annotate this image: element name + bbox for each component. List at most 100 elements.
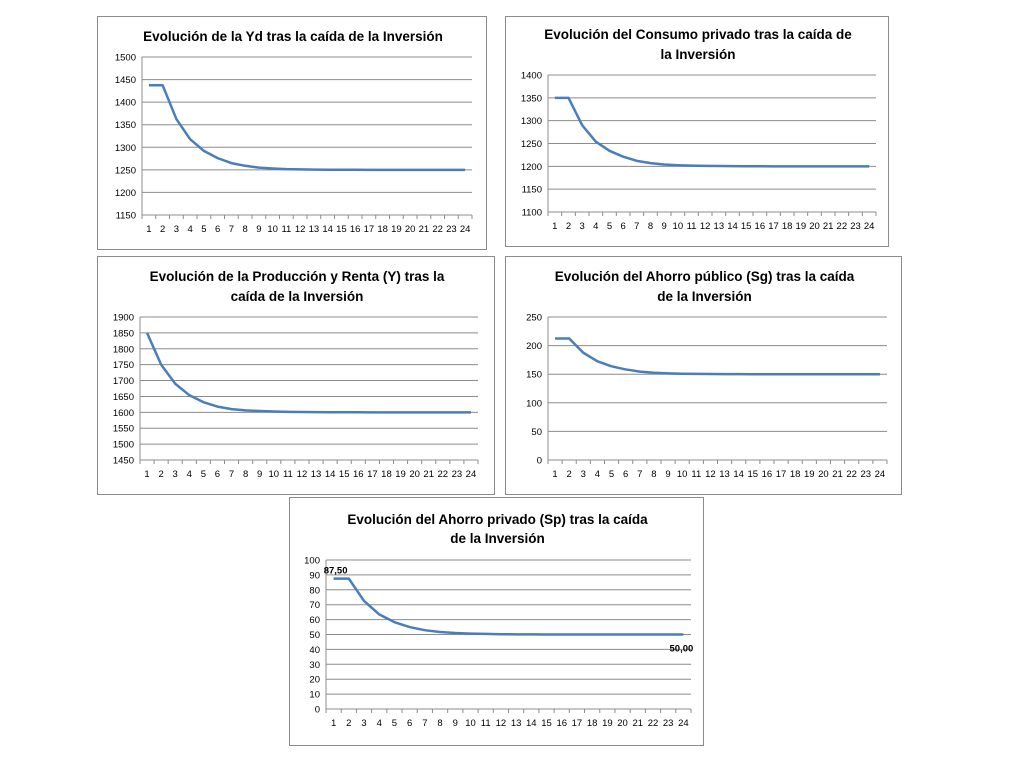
y-tick-label: 60	[309, 615, 320, 626]
x-tick-label: 19	[804, 469, 815, 480]
x-tick-label: 15	[741, 221, 752, 232]
x-tick-label: 9	[453, 718, 458, 729]
x-tick-label: 16	[755, 221, 766, 232]
y-tick-label: 1500	[113, 440, 134, 451]
x-tick-label: 3	[581, 469, 586, 480]
x-tick-label: 1	[552, 469, 557, 480]
y-tick-label: 1150	[116, 211, 136, 222]
y-tick-label: 50	[531, 427, 542, 438]
y-tick-label: 50	[309, 630, 320, 641]
y-tick-label: 80	[309, 585, 320, 596]
series-line	[145, 332, 471, 414]
x-tick-label: 3	[173, 469, 178, 480]
x-tick-label: 22	[438, 469, 449, 480]
x-tick-label: 17	[768, 221, 779, 232]
x-tick-label: 13	[719, 469, 730, 480]
x-tick-label: 12	[700, 221, 711, 232]
series-line	[333, 577, 684, 636]
y-tick-label: 1250	[521, 139, 542, 150]
x-tick-label: 10	[267, 224, 278, 235]
y-tick-label: 0	[537, 456, 542, 467]
x-tick-label: 23	[663, 718, 674, 729]
x-tick-label: 11	[481, 718, 491, 729]
x-tick-label: 16	[556, 718, 567, 729]
y-tick-label: 90	[309, 570, 320, 581]
x-tick-label: 11	[283, 469, 293, 480]
y-tick-label: 1300	[115, 143, 136, 154]
x-tick-label: 13	[309, 224, 320, 235]
y-tick-label: 1750	[113, 360, 134, 371]
x-tick-label: 13	[511, 718, 522, 729]
y-tick-label: 100	[304, 556, 320, 567]
y-tick-label: 1800	[113, 344, 134, 355]
x-tick-label: 21	[832, 469, 843, 480]
x-tick-label: 7	[229, 224, 234, 235]
x-tick-label: 24	[678, 718, 689, 729]
x-tick-label: 5	[392, 718, 397, 729]
x-tick-label: 22	[648, 718, 659, 729]
x-tick-label: 24	[466, 469, 477, 480]
y-tick-label: 1900	[113, 313, 134, 324]
y-tick-label: 250	[526, 313, 542, 324]
x-tick-label: 4	[187, 224, 192, 235]
x-tick-label: 6	[215, 224, 220, 235]
y-tick-label: 1550	[113, 424, 134, 435]
x-tick-label: 15	[339, 469, 350, 480]
x-tick-label: 4	[377, 718, 382, 729]
y-tick-label: 1350	[115, 120, 136, 131]
x-tick-label: 2	[158, 469, 163, 480]
x-tick-label: 10	[269, 469, 280, 480]
x-tick-label: 15	[336, 224, 347, 235]
x-tick-label: 5	[609, 469, 614, 480]
x-tick-label: 19	[796, 221, 807, 232]
series-line	[554, 96, 870, 168]
y-tick-label: 1200	[521, 162, 542, 173]
x-tick-label: 24	[875, 469, 886, 480]
x-tick-label: 21	[419, 224, 430, 235]
chart-panel-consumo: Evolución del Consumo privado tras la ca…	[505, 16, 889, 247]
data-label: 87,50	[324, 566, 348, 577]
y-tick-label: 10	[309, 690, 320, 701]
x-tick-label: 24	[864, 221, 875, 232]
y-tick-label: 1450	[115, 75, 136, 86]
chart-title: Evolución del Consumo privado tras la ca…	[544, 27, 852, 42]
x-tick-label: 11	[691, 469, 701, 480]
x-tick-label: 14	[526, 718, 537, 729]
x-tick-label: 3	[580, 221, 585, 232]
chart-title: caída de la Inversión	[231, 289, 364, 304]
x-tick-label: 2	[566, 221, 571, 232]
x-tick-label: 13	[714, 221, 725, 232]
x-tick-label: 21	[423, 469, 434, 480]
x-tick-label: 8	[648, 221, 653, 232]
x-tick-label: 11	[687, 221, 697, 232]
x-tick-label: 1	[144, 469, 149, 480]
x-tick-label: 22	[837, 221, 848, 232]
chart-title: Evolución del Ahorro privado (Sp) tras l…	[347, 512, 648, 527]
x-tick-label: 4	[595, 469, 600, 480]
x-tick-label: 7	[637, 469, 642, 480]
x-tick-label: 6	[215, 469, 220, 480]
x-tick-label: 9	[257, 469, 262, 480]
x-tick-label: 3	[361, 718, 366, 729]
x-tick-label: 18	[782, 221, 793, 232]
x-tick-label: 18	[587, 718, 598, 729]
x-tick-label: 8	[651, 469, 656, 480]
x-tick-label: 17	[367, 469, 378, 480]
x-tick-label: 10	[677, 469, 688, 480]
x-tick-label: 2	[346, 718, 351, 729]
x-tick-label: 21	[632, 718, 643, 729]
y-tick-label: 70	[309, 600, 320, 611]
x-tick-label: 7	[634, 221, 639, 232]
x-tick-label: 5	[201, 469, 206, 480]
x-tick-label: 17	[364, 224, 375, 235]
y-tick-label: 40	[309, 645, 320, 656]
x-tick-label: 1	[331, 718, 336, 729]
x-tick-label: 8	[243, 469, 248, 480]
x-tick-label: 12	[295, 224, 306, 235]
chart-panel-ahorro-publico: Evolución del Ahorro público (Sg) tras l…	[505, 256, 902, 495]
y-tick-label: 1700	[113, 376, 134, 387]
x-tick-label: 2	[160, 224, 165, 235]
x-tick-label: 10	[465, 718, 476, 729]
x-tick-label: 16	[762, 469, 773, 480]
y-tick-label: 1500	[115, 53, 136, 64]
